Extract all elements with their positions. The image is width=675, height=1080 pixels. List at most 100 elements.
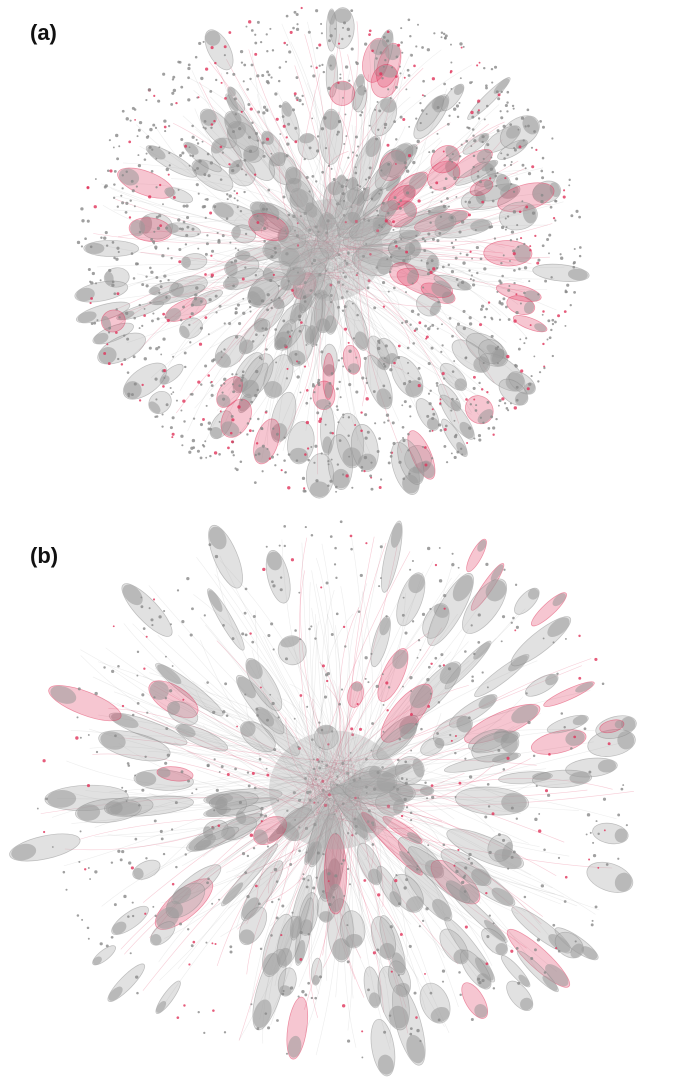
node: [81, 919, 83, 921]
node: [188, 963, 190, 965]
node: [231, 418, 234, 421]
node: [319, 65, 321, 67]
node: [291, 330, 293, 332]
node: [271, 307, 273, 309]
node: [315, 180, 317, 182]
node: [234, 768, 237, 771]
node: [226, 714, 229, 717]
node: [325, 147, 327, 149]
node: [387, 419, 389, 421]
node: [141, 325, 143, 327]
node: [344, 113, 346, 115]
node: [283, 525, 286, 528]
node: [367, 681, 369, 683]
node: [300, 391, 302, 393]
node: [109, 139, 111, 141]
node: [503, 125, 506, 128]
node: [494, 237, 496, 239]
node: [342, 97, 344, 99]
node: [210, 127, 212, 129]
node: [273, 648, 275, 650]
node: [309, 146, 312, 149]
node: [336, 409, 338, 411]
node: [461, 281, 464, 284]
node: [461, 47, 463, 49]
node: [265, 348, 268, 351]
node: [189, 165, 191, 167]
node: [150, 271, 153, 274]
node: [478, 382, 480, 384]
node: [311, 997, 313, 999]
node: [389, 397, 391, 399]
node: [336, 613, 339, 616]
node: [369, 29, 372, 32]
node: [111, 670, 114, 673]
node: [486, 143, 489, 146]
node: [516, 947, 519, 950]
node: [240, 379, 243, 382]
node: [276, 1019, 279, 1022]
node: [429, 390, 431, 392]
node: [456, 104, 459, 107]
node: [553, 641, 555, 643]
node: [361, 376, 364, 379]
node: [432, 150, 435, 153]
node: [570, 304, 572, 306]
node: [163, 610, 165, 612]
node: [453, 177, 456, 180]
node: [472, 279, 474, 281]
node: [370, 653, 372, 655]
node: [81, 219, 84, 222]
node: [473, 437, 475, 439]
node: [128, 861, 131, 864]
node: [137, 154, 139, 156]
node: [266, 308, 269, 311]
node: [302, 477, 305, 480]
node: [231, 261, 233, 263]
node: [272, 428, 274, 430]
node: [265, 1012, 268, 1015]
node: [489, 851, 492, 854]
node: [459, 102, 461, 104]
node: [478, 434, 481, 437]
node: [413, 65, 416, 68]
node: [296, 23, 298, 25]
node: [511, 622, 513, 624]
node: [393, 120, 396, 123]
node: [375, 138, 378, 141]
node: [393, 362, 396, 365]
node: [179, 61, 182, 64]
node: [108, 327, 111, 330]
node: [445, 177, 448, 180]
node: [298, 996, 300, 998]
node: [170, 103, 173, 106]
node: [523, 139, 525, 141]
node: [172, 416, 175, 419]
node: [548, 252, 550, 254]
node: [441, 32, 443, 34]
node: [322, 890, 325, 893]
node: [251, 29, 254, 32]
node: [593, 854, 596, 857]
node: [503, 768, 506, 771]
node: [437, 301, 440, 304]
node: [451, 740, 453, 742]
node: [184, 352, 187, 355]
node: [185, 204, 188, 207]
node: [409, 569, 411, 571]
node: [310, 446, 312, 448]
node: [208, 333, 210, 335]
node: [286, 377, 288, 379]
node: [128, 141, 131, 144]
node: [190, 633, 193, 636]
node: [261, 358, 263, 360]
node: [255, 370, 258, 373]
node: [338, 703, 341, 706]
node: [361, 1030, 363, 1032]
node: [242, 312, 245, 315]
node: [149, 267, 152, 270]
node: [391, 971, 393, 973]
node: [476, 246, 479, 249]
node: [269, 694, 271, 696]
node: [367, 989, 370, 992]
